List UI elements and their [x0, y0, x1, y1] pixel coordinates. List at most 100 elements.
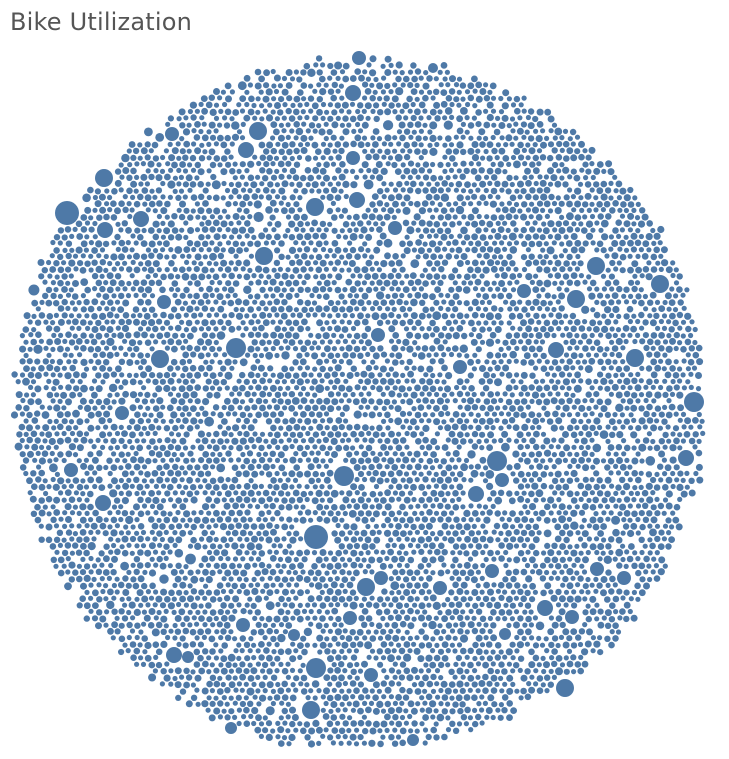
bike-bubble[interactable] [381, 207, 387, 213]
bike-bubble[interactable] [358, 378, 364, 384]
bike-bubble[interactable] [520, 213, 528, 221]
bike-bubble[interactable] [286, 95, 293, 102]
bike-bubble[interactable] [114, 523, 120, 529]
bike-bubble[interactable] [279, 516, 285, 522]
bike-bubble[interactable] [350, 298, 357, 306]
bike-bubble[interactable] [575, 411, 581, 417]
bike-bubble[interactable] [601, 233, 609, 241]
bike-bubble[interactable] [316, 96, 323, 103]
bike-bubble[interactable] [368, 372, 375, 379]
bike-bubble[interactable] [217, 266, 224, 272]
bike-bubble[interactable] [421, 556, 428, 563]
bike-bubble[interactable] [577, 339, 584, 345]
bike-bubble[interactable] [362, 148, 368, 154]
bike-bubble[interactable] [271, 543, 277, 549]
bike-bubble[interactable] [91, 272, 99, 280]
bike-bubble[interactable] [147, 160, 155, 168]
bike-bubble[interactable] [205, 483, 212, 490]
bike-bubble[interactable] [654, 471, 660, 477]
bike-bubble[interactable] [133, 266, 141, 274]
bike-bubble[interactable] [547, 549, 555, 557]
bike-bubble[interactable] [638, 287, 644, 293]
bike-bubble[interactable] [163, 148, 169, 154]
bike-bubble[interactable] [184, 523, 190, 529]
bike-bubble[interactable] [262, 108, 268, 114]
bike-bubble[interactable] [313, 274, 319, 280]
bike-bubble[interactable] [673, 280, 680, 286]
bike-bubble[interactable] [467, 94, 475, 102]
bike-bubble[interactable] [664, 464, 672, 472]
bike-bubble[interactable] [274, 379, 281, 385]
bike-bubble[interactable] [47, 405, 53, 411]
bike-bubble[interactable] [400, 398, 406, 405]
bike-bubble[interactable] [460, 490, 466, 496]
bike-bubble[interactable] [178, 385, 186, 393]
bike-bubble[interactable] [574, 227, 581, 233]
bike-bubble[interactable] [166, 647, 182, 663]
bike-bubble[interactable] [240, 320, 246, 326]
bike-bubble[interactable] [563, 444, 571, 452]
bike-bubble[interactable] [61, 549, 69, 557]
bike-bubble[interactable] [288, 629, 300, 641]
bike-bubble[interactable] [88, 358, 94, 364]
bike-bubble[interactable] [84, 206, 92, 214]
bike-bubble[interactable] [338, 333, 345, 339]
bike-bubble[interactable] [53, 325, 61, 333]
bike-bubble[interactable] [616, 195, 623, 201]
bike-bubble[interactable] [430, 372, 436, 379]
bike-bubble[interactable] [240, 241, 246, 247]
bike-bubble[interactable] [65, 556, 71, 562]
bike-bubble[interactable] [255, 187, 261, 194]
bike-bubble[interactable] [349, 233, 358, 241]
bike-bubble[interactable] [277, 372, 284, 380]
bike-bubble[interactable] [168, 286, 175, 292]
bike-bubble[interactable] [137, 510, 145, 518]
bike-bubble[interactable] [570, 457, 577, 465]
bike-bubble[interactable] [137, 142, 143, 148]
bike-bubble[interactable] [76, 483, 84, 491]
bike-bubble[interactable] [137, 193, 144, 201]
bike-bubble[interactable] [409, 418, 417, 426]
bike-bubble[interactable] [453, 96, 460, 103]
bike-bubble[interactable] [68, 443, 76, 451]
bike-bubble[interactable] [345, 344, 353, 352]
bike-bubble[interactable] [581, 530, 589, 538]
bike-bubble[interactable] [132, 306, 140, 313]
bike-bubble[interactable] [335, 207, 341, 213]
bike-bubble[interactable] [316, 108, 323, 116]
bike-bubble[interactable] [53, 234, 61, 241]
bike-bubble[interactable] [521, 423, 529, 431]
bike-bubble[interactable] [129, 550, 135, 556]
bike-bubble[interactable] [148, 200, 156, 208]
bike-bubble[interactable] [376, 214, 384, 221]
bike-bubble[interactable] [365, 523, 371, 530]
bike-bubble[interactable] [126, 266, 133, 273]
bike-bubble[interactable] [65, 266, 72, 273]
bike-bubble[interactable] [323, 279, 331, 287]
bike-bubble[interactable] [212, 379, 220, 386]
bike-bubble[interactable] [638, 233, 645, 240]
bike-bubble[interactable] [210, 451, 216, 457]
bike-bubble[interactable] [638, 443, 647, 452]
bike-bubble[interactable] [460, 319, 466, 325]
bike-bubble[interactable] [479, 141, 486, 148]
bike-bubble[interactable] [415, 254, 421, 260]
bike-bubble[interactable] [483, 516, 491, 524]
bike-bubble[interactable] [574, 214, 582, 221]
bike-bubble[interactable] [167, 234, 175, 241]
bike-bubble[interactable] [243, 457, 250, 465]
bike-bubble[interactable] [38, 273, 45, 280]
bike-bubble[interactable] [645, 391, 653, 398]
bike-bubble[interactable] [494, 180, 501, 187]
bike-bubble[interactable] [395, 87, 404, 96]
bike-bubble[interactable] [346, 333, 352, 339]
bike-bubble[interactable] [639, 458, 645, 464]
bike-bubble[interactable] [91, 536, 97, 542]
bike-bubble[interactable] [658, 477, 664, 483]
bike-bubble[interactable] [371, 272, 379, 280]
bike-bubble[interactable] [426, 115, 432, 121]
bike-bubble[interactable] [240, 266, 246, 272]
bike-bubble[interactable] [331, 516, 339, 523]
bike-bubble[interactable] [263, 293, 269, 299]
bike-bubble[interactable] [201, 134, 209, 142]
